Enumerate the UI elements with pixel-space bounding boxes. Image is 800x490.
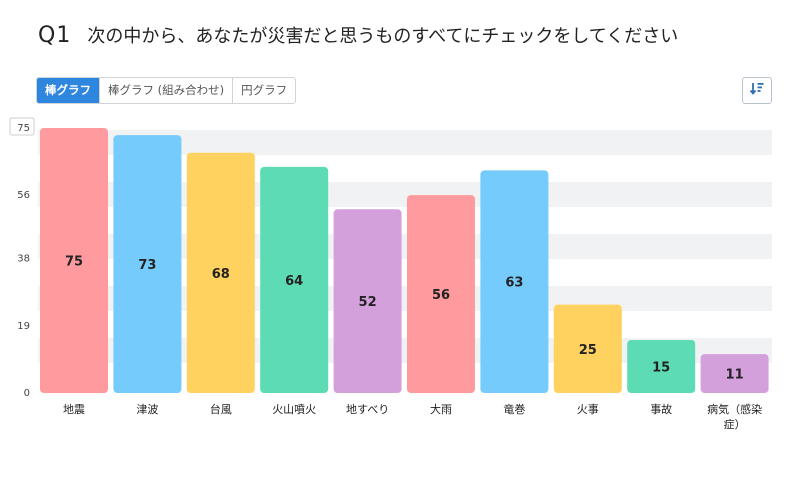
y-axis: 0 19 38 56 75 bbox=[9, 117, 35, 399]
bar bbox=[627, 340, 696, 393]
bar bbox=[480, 170, 549, 393]
bar bbox=[186, 152, 255, 393]
x-tick-label: 病気（感染症） bbox=[707, 402, 762, 431]
y-tick-label: 0 bbox=[24, 388, 30, 399]
bar bbox=[700, 354, 769, 393]
bar-value-label: 73 bbox=[138, 258, 156, 273]
bar-value-label: 75 bbox=[65, 255, 83, 270]
bar-value-label: 52 bbox=[359, 295, 377, 310]
chart-type-tabs: 棒グラフ 棒グラフ (組み合わせ) 円グラフ bbox=[36, 77, 297, 104]
y-tick-label: 38 bbox=[17, 254, 30, 265]
sort-button[interactable] bbox=[742, 77, 772, 104]
y-tick-label: 56 bbox=[17, 190, 30, 201]
bar-value-label: 68 bbox=[212, 267, 230, 282]
bar bbox=[260, 166, 329, 393]
bar bbox=[40, 128, 108, 393]
x-tick-label: 大雨 bbox=[430, 402, 452, 416]
x-tick-label: 火山噴火 bbox=[272, 403, 316, 416]
sort-descending-icon bbox=[749, 81, 765, 100]
bar bbox=[407, 195, 475, 393]
question-text: 次の中から、あなたが災害だと思うものすべてにチェックをしてください bbox=[87, 26, 679, 47]
x-tick-label: 台風 bbox=[210, 402, 232, 416]
bar bbox=[553, 304, 622, 393]
x-tick-label: 事故 bbox=[650, 402, 672, 416]
question-title: Q1 次の中から、あなたが災害だと思うものすべてにチェックをしてください bbox=[38, 22, 678, 48]
bar-value-label: 64 bbox=[285, 274, 303, 289]
y-tick-label: 75 bbox=[17, 123, 30, 134]
x-axis-labels: 地震 津波 台風 火山噴火 地すべり 大雨 竜巻 火事 事故 病気（感染症） bbox=[63, 402, 762, 431]
bar bbox=[333, 209, 402, 393]
x-tick-label: 地すべり bbox=[346, 403, 389, 416]
bars: 75 73 68 64 52 56 63 25 15 11 bbox=[40, 128, 769, 394]
x-tick-label: 津波 bbox=[136, 403, 158, 416]
x-tick-label: 地震 bbox=[63, 403, 85, 416]
bar bbox=[113, 135, 182, 394]
x-tick-label: 竜巻 bbox=[503, 402, 525, 416]
tab-combined-bar-chart[interactable]: 棒グラフ (組み合わせ) bbox=[99, 78, 233, 103]
bar-value-label: 11 bbox=[726, 368, 744, 383]
question-number: Q1 bbox=[38, 23, 72, 48]
bar-value-label: 63 bbox=[505, 276, 523, 291]
tab-pie-chart[interactable]: 円グラフ bbox=[232, 78, 296, 103]
bar-value-label: 25 bbox=[579, 343, 597, 358]
bar-value-label: 56 bbox=[432, 288, 450, 303]
bar-value-label: 15 bbox=[652, 361, 670, 376]
x-tick-label: 火事 bbox=[577, 403, 599, 416]
y-tick-box bbox=[9, 117, 35, 136]
tab-bar-chart[interactable]: 棒グラフ bbox=[37, 78, 99, 103]
y-tick-label: 19 bbox=[17, 321, 30, 332]
bar-chart: 0 19 38 56 75 75 73 68 64 52 56 63 25 15 11 地震 津波 台風 火山噴… bbox=[9, 117, 772, 431]
